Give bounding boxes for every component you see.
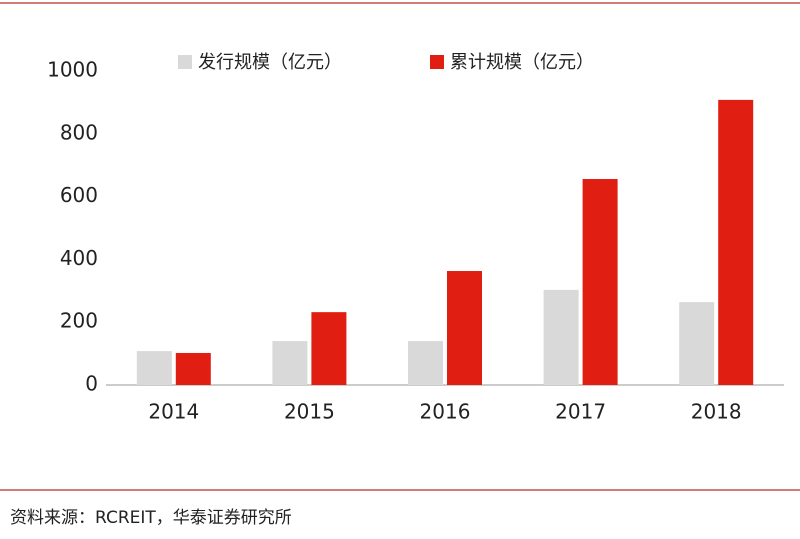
x-tick-label: 2016 bbox=[420, 400, 471, 424]
x-tick-label: 2015 bbox=[284, 400, 335, 424]
y-tick-label: 200 bbox=[60, 309, 98, 333]
y-tick-label: 0 bbox=[85, 372, 98, 396]
y-tick-label: 400 bbox=[60, 246, 98, 270]
x-tick-label: 2018 bbox=[691, 400, 742, 424]
bar bbox=[718, 99, 754, 385]
bar bbox=[679, 302, 715, 385]
bar bbox=[543, 289, 579, 385]
bar bbox=[175, 352, 211, 385]
y-tick-label: 1000 bbox=[47, 58, 98, 82]
bar bbox=[408, 341, 443, 385]
legend-label: 累计规模（亿元） bbox=[450, 52, 594, 73]
y-tick-label: 600 bbox=[60, 183, 98, 207]
bar bbox=[311, 312, 347, 385]
source-note: 资料来源：RCREIT，华泰证券研究所 bbox=[10, 508, 292, 528]
y-tick-label: 800 bbox=[60, 120, 98, 144]
bar bbox=[447, 271, 482, 385]
bar bbox=[582, 179, 618, 385]
bar bbox=[272, 341, 308, 385]
x-tick-label: 2017 bbox=[555, 400, 606, 424]
legend-swatch bbox=[178, 55, 192, 69]
x-tick-label: 2014 bbox=[148, 400, 199, 424]
legend-label: 发行规模（亿元） bbox=[198, 52, 342, 73]
bar bbox=[136, 351, 172, 385]
legend-swatch bbox=[430, 55, 444, 69]
